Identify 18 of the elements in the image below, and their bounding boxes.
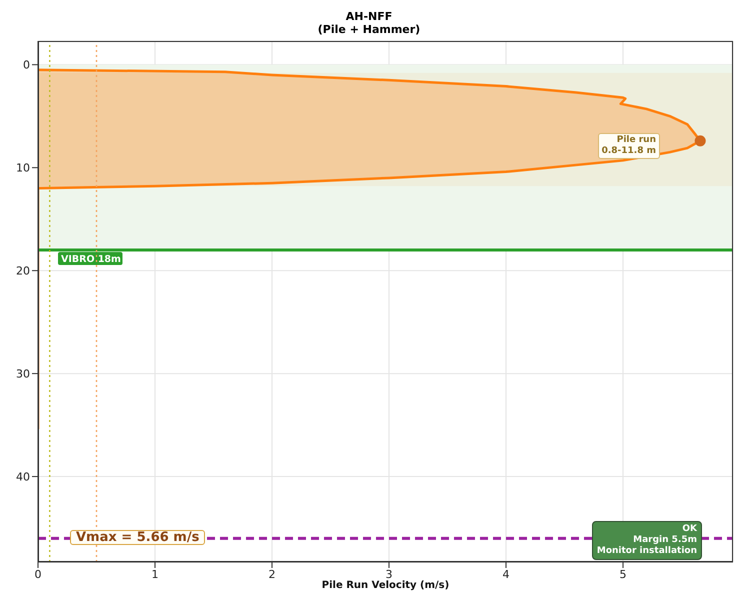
x-tick-label: 2 — [268, 568, 276, 581]
x-tick-label: 0 — [34, 568, 42, 581]
x-tick-label: 1 — [152, 568, 159, 581]
chart-title: AH-NFF — [344, 10, 394, 23]
x-tick-label: 5 — [620, 568, 627, 581]
annotation: Pile run 0.8-11.8 m — [598, 133, 660, 159]
y-tick-label: 0 — [23, 58, 30, 72]
annotation: OK Margin 5.5m Monitor installation — [592, 521, 702, 560]
y-tick-label: 10 — [16, 162, 30, 175]
chart-subtitle: (Pile + Hammer) — [316, 23, 422, 36]
annotation: Vmax = 5.66 m/s — [70, 530, 206, 545]
ref-line-label: VIBRO 18m — [61, 254, 122, 266]
x-axis-title: Pile Run Velocity (m/s) — [322, 580, 450, 591]
y-tick-label: 20 — [16, 264, 30, 278]
x-tick-label: 4 — [502, 568, 510, 581]
y-tick-label: 30 — [16, 367, 30, 380]
y-tick-label: 40 — [16, 470, 30, 484]
x-tick-label: 3 — [386, 568, 393, 581]
